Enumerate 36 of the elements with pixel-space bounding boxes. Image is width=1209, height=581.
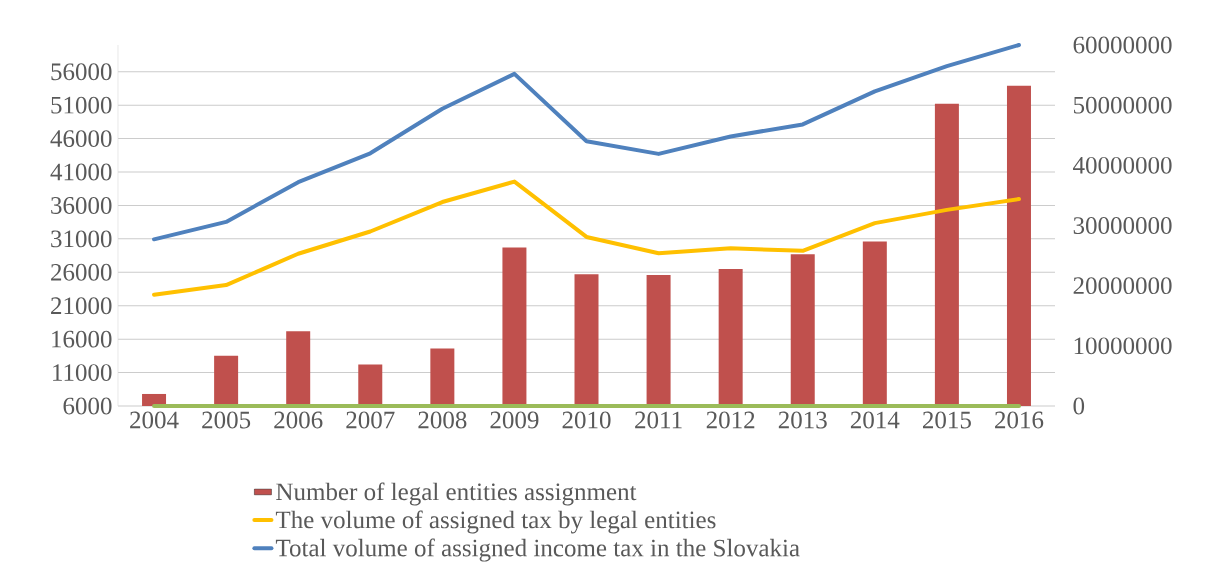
x-tick-label: 2009 (490, 411, 539, 429)
x-tick-label: 2014 (850, 411, 900, 429)
legend-label: Number of legal entities assignment (276, 482, 637, 506)
y-tick-label: 11000 (53, 364, 112, 382)
x-tick-label: 2010 (562, 411, 611, 429)
y-tick-label: 41000 (50, 163, 112, 181)
y-tick-label: 46000 (50, 130, 112, 148)
y-tick-label: 21000 (51, 297, 112, 315)
y-tick-label: 56000 (51, 63, 112, 81)
y2-tick-label: 60000000 (1073, 36, 1172, 54)
y-tick-label: 16000 (52, 330, 112, 348)
legend-label: Total volume of assigned income tax in the Slovakia (275, 538, 800, 562)
x-tick-label: 2005 (202, 411, 251, 429)
legend-label: The volume of assigned tax by legal entities (275, 510, 716, 534)
y2-tick-label: 10000000 (1074, 337, 1172, 355)
y2-tick-label: 30000000 (1073, 217, 1172, 234)
y2-tick-label: 50000000 (1074, 96, 1172, 114)
y-tick-label: 26000 (51, 263, 112, 281)
y-tick-label: 6000 (63, 397, 112, 415)
x-tick-label: 2004 (130, 411, 179, 429)
y2-tick-label: 0 (1073, 397, 1085, 415)
y-tick-label: 31000 (51, 230, 112, 248)
x-tick-label: 2015 (922, 411, 971, 429)
y-tick-label: 51000 (51, 96, 112, 114)
y2-tick-label: 20000000 (1073, 277, 1172, 295)
y2-tick-label: 40000000 (1073, 156, 1172, 174)
x-tick-label: 2007 (346, 411, 395, 429)
x-tick-label: 2016 (995, 411, 1044, 429)
x-tick-label: 2013 (778, 411, 827, 429)
line-series (152, 179, 1021, 297)
x-tick-label: 2011 (635, 411, 682, 429)
line-series (152, 43, 1021, 242)
x-tick-label: 2008 (418, 411, 467, 429)
x-tick-label: 2012 (706, 411, 755, 429)
y-tick-label: 36000 (51, 197, 112, 214)
x-tick-label: 2006 (274, 411, 323, 429)
